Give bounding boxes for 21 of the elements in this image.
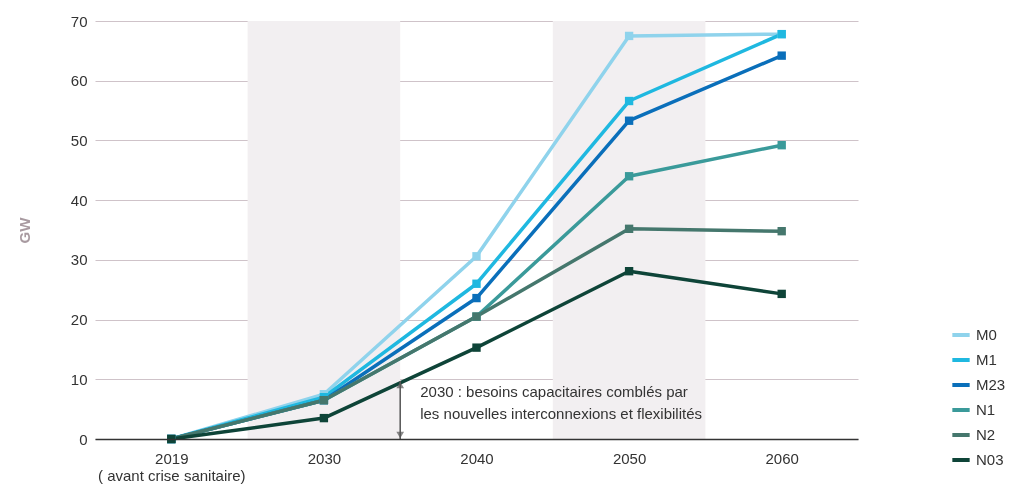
x-tick-label: 2040 [460,449,494,467]
legend-label: M1 [976,351,997,368]
x-tick-label: 2060 [765,449,799,467]
y-tick-label: 20 [70,311,88,329]
y-tick-label: 70 [70,12,88,30]
x-tick-label: 2050 [612,449,647,467]
legend-label: N2 [976,426,996,443]
x-tick-label: 2030 [307,449,342,467]
legend-label: N1 [976,401,996,418]
legend-label: M23 [976,376,1006,393]
x-tick-label: 2019 ( avant crise sanitaire) [98,449,246,484]
y-tick-label: 30 [70,251,88,269]
y-tick-label: 10 [70,370,88,388]
y-tick-label: 40 [70,191,88,209]
annotation: 2030 : besoins capacitaires comblés par les nouvelles interconnexions et flexibilités [420,383,703,422]
legend-label: M0 [976,326,997,343]
y-axis-title: GW [15,216,33,244]
y-tick-label: 50 [70,131,88,149]
legend-label: N03 [976,451,1004,468]
y-tick-label: 0 [79,430,88,448]
y-tick-label: 60 [70,72,88,90]
